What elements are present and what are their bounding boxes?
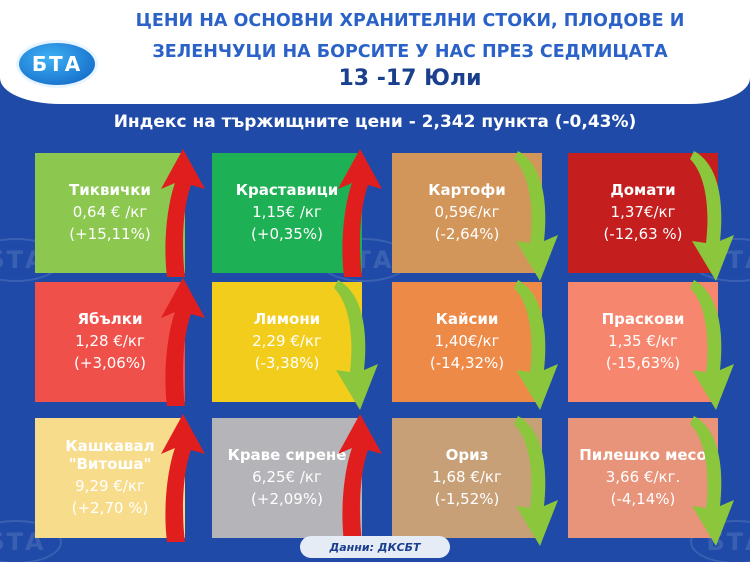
watermark-logo: БТА [0,520,62,562]
week-dates: 13 -17 Юли [338,66,482,91]
price-change: (+2,70 %) [71,499,149,517]
product-price: 6,25€ /кг [252,468,322,486]
product-name: Картофи [428,181,506,199]
price-change: (-4,14%) [610,490,676,508]
product-price: 3,66 €/кг. [605,468,681,486]
trend-down-arrow-icon [514,280,558,410]
title-line-2: ЗЕЛЕНЧУЦИ НА БОРСИТЕ У НАС ПРЕЗ СЕДМИЦАТ… [152,42,668,62]
trend-down-arrow-icon [690,151,734,281]
trend-down-arrow-icon [514,416,558,546]
price-change: (+2,09%) [251,490,323,508]
product-card: Картофи 0,59€/кг (-2,64%) [392,153,542,273]
product-name: Кайсии [435,310,499,328]
product-name: Кашкавал "Витоша" [65,437,155,473]
product-name: Краставици [235,181,339,199]
product-name: Лимони [253,310,321,328]
product-price: 1,68 €/кг [432,468,502,486]
product-name: Домати [610,181,676,199]
product-name: Ябълки [77,310,143,328]
price-change: (-2,64%) [434,225,500,243]
product-card: Краставици 1,15€ /кг (+0,35%) [212,153,362,273]
product-card: Пилешко месо 3,66 €/кг. (-4,14%) [568,418,718,538]
product-card: Тиквички 0,64 € /кг (+15,11%) [35,153,185,273]
trend-up-arrow-icon [161,149,205,277]
product-card: Ориз 1,68 €/кг (-1,52%) [392,418,542,538]
product-name: Краве сирене [227,446,347,464]
trend-up-arrow-icon [161,414,205,542]
product-name: Пилешко месо [579,446,707,464]
product-price: 1,35 €/кг [608,332,678,350]
product-card: Лимони 2,29 €/кг (-3,38%) [212,282,362,402]
price-change: (-1,52%) [434,490,500,508]
trend-down-arrow-icon [334,280,378,410]
product-card: Кайсии 1,40€/кг (-14,32%) [392,282,542,402]
data-source: Данни: ДКСБТ [300,536,450,558]
product-card: Домати 1,37€/кг (-12,63 %) [568,153,718,273]
product-price: 1,37€/кг [610,203,676,221]
product-card: Кашкавал "Витоша" 9,29 €/кг (+2,70 %) [35,418,185,538]
product-price: 0,64 € /кг [72,203,148,221]
product-price: 2,29 €/кг [252,332,322,350]
price-change: (+15,11%) [69,225,151,243]
product-price: 1,28 €/кг [75,332,145,350]
product-card: Ябълки 1,28 €/кг (+3,06%) [35,282,185,402]
price-change: (+0,35%) [251,225,323,243]
product-price: 1,40€/кг [434,332,500,350]
product-price: 0,59€/кг [434,203,500,221]
bta-logo: БТА [16,40,98,88]
product-card: Праскови 1,35 €/кг (-15,63%) [568,282,718,402]
trend-down-arrow-icon [514,151,558,281]
product-name: Ориз [445,446,489,464]
header-banner: БТА ЦЕНИ НА ОСНОВНИ ХРАНИТЕЛНИ СТОКИ, ПЛ… [0,0,750,104]
product-name: Праскови [601,310,685,328]
price-change: (-3,38%) [254,354,320,372]
price-change: (-12,63 %) [603,225,683,243]
title-line-1: ЦЕНИ НА ОСНОВНИ ХРАНИТЕЛНИ СТОКИ, ПЛОДОВ… [135,11,685,31]
product-price: 9,29 €/кг [75,477,145,495]
price-change: (-14,32%) [429,354,505,372]
trend-up-arrow-icon [161,278,205,406]
market-index: Индекс на тържищните цени - 2,342 пункта… [113,112,637,132]
product-card: Краве сирене 6,25€ /кг (+2,09%) [212,418,362,538]
product-name: Тиквички [69,181,151,199]
trend-up-arrow-icon [338,414,382,542]
price-change: (-15,63%) [605,354,681,372]
trend-up-arrow-icon [338,149,382,277]
product-price: 1,15€ /кг [252,203,322,221]
page-title: ЦЕНИ НА ОСНОВНИ ХРАНИТЕЛНИ СТОКИ, ПЛОДОВ… [110,6,710,68]
trend-down-arrow-icon [690,280,734,410]
trend-down-arrow-icon [690,416,734,546]
price-change: (+3,06%) [74,354,146,372]
